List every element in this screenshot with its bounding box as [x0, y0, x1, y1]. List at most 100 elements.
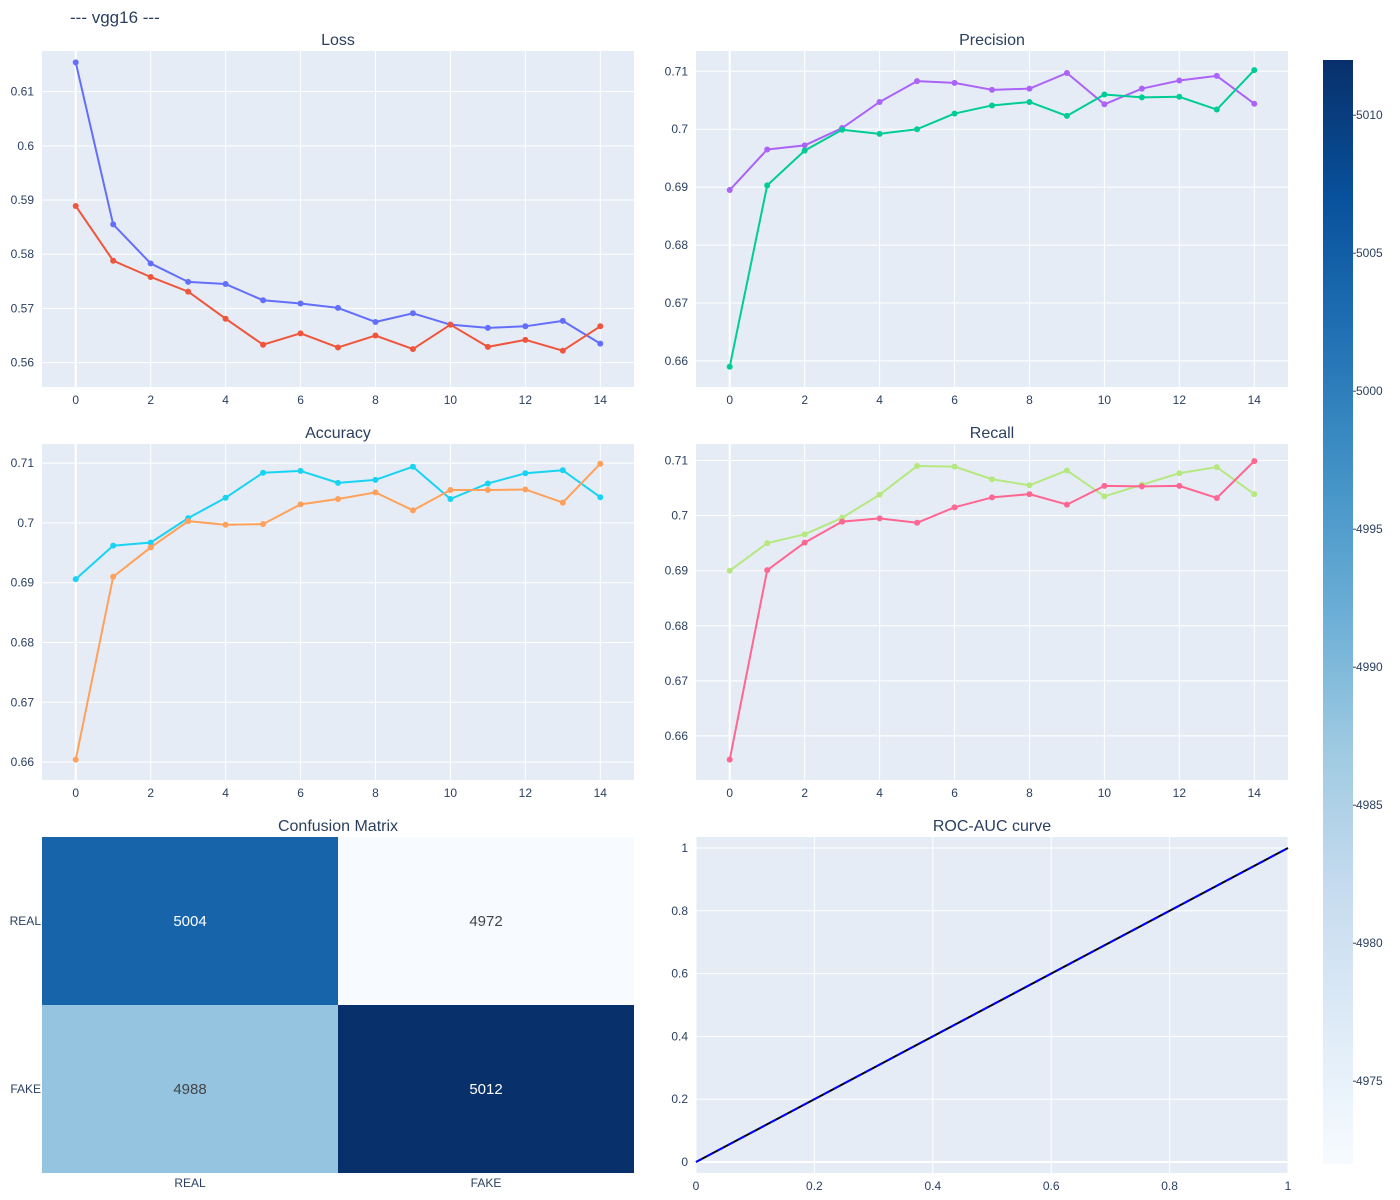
data-point — [1063, 70, 1070, 77]
data-point — [372, 332, 379, 339]
colorbar-bar — [1323, 60, 1353, 1164]
subplot-confusion: Confusion Matrix 5004 4972 4988 5012 REAL FAKE… — [10, 818, 634, 1190]
figure-title: --- vgg16 --- — [70, 8, 160, 27]
data-point — [1176, 93, 1183, 100]
data-point — [914, 78, 921, 85]
data-point — [1213, 72, 1220, 79]
data-point — [764, 567, 771, 574]
subplot-precision: Precision 0 2 4 6 8 10 12 14 0.66 0.67 0.68 0.69 0.7 0… — [665, 32, 1288, 407]
x-tick-label: 10 — [444, 786, 458, 800]
y-tick-label: 0.66 — [665, 729, 689, 743]
y-tick-label: 0.57 — [11, 301, 35, 315]
y-tick-label: 0.58 — [11, 247, 35, 261]
data-point — [1101, 91, 1108, 98]
data-point — [447, 321, 454, 328]
data-point — [1138, 483, 1145, 490]
data-point — [559, 347, 566, 354]
data-point — [147, 260, 154, 267]
x-tick-label: 2 — [147, 393, 154, 407]
data-point — [484, 343, 491, 350]
data-point — [1213, 106, 1220, 113]
data-point — [222, 494, 229, 501]
data-point — [72, 576, 79, 583]
data-point — [726, 363, 733, 370]
data-point — [1176, 482, 1183, 489]
data-point — [335, 479, 341, 486]
data-point — [522, 323, 529, 330]
data-point — [185, 278, 192, 285]
data-point — [839, 126, 846, 133]
data-point — [914, 519, 921, 526]
data-point — [801, 531, 808, 538]
data-point — [726, 567, 733, 574]
heatmap-cell — [42, 837, 338, 1005]
data-point — [1251, 67, 1258, 74]
data-point — [876, 491, 883, 498]
y-tick-label: 0.71 — [665, 454, 689, 468]
data-point — [764, 540, 771, 547]
y-tick-label: 0.56 — [11, 356, 35, 370]
data-point — [110, 542, 117, 549]
data-point — [597, 460, 604, 467]
cell-value-label: 5004 — [173, 913, 206, 930]
data-point — [951, 504, 958, 511]
data-point — [1101, 493, 1108, 500]
subplot-title: Confusion Matrix — [278, 818, 398, 835]
y-tick-label: 0 — [681, 1155, 688, 1169]
data-point — [801, 142, 808, 149]
colorbar-tick-label: 4990 — [1356, 660, 1383, 674]
data-point — [876, 515, 883, 522]
colorbar-tick-label: 5005 — [1356, 246, 1383, 260]
y-tick-label: 0.7 — [671, 122, 688, 136]
data-point — [409, 310, 416, 317]
y-tick-label: 0.67 — [665, 674, 689, 688]
x-tick-label: 0 — [72, 786, 79, 800]
colorbar-tick-label: 4975 — [1356, 1074, 1383, 1088]
data-point — [989, 102, 995, 109]
data-point — [764, 182, 771, 189]
x-tick-label: 6 — [297, 393, 304, 407]
y-tick-label: 0.66 — [11, 755, 35, 769]
data-point — [372, 318, 379, 325]
y-tick-label: 0.68 — [11, 635, 35, 649]
data-point — [1251, 458, 1258, 465]
subplot-loss: Loss 0 2 4 6 8 10 12 14 0.56 0.57 0.58 0.59 0.6 0.61 — [11, 32, 634, 407]
y-tick-label: 0.8 — [671, 904, 688, 918]
data-point — [1026, 85, 1033, 92]
x-tick-label: 0 — [72, 393, 79, 407]
plot-area — [696, 444, 1288, 780]
x-tick-label: 10 — [1098, 393, 1112, 407]
data-point — [951, 110, 958, 117]
data-point — [1251, 491, 1258, 498]
x-tick-label: 0.6 — [1043, 1179, 1060, 1193]
data-point — [1251, 100, 1258, 107]
heatmap-cell — [338, 1005, 634, 1173]
data-point — [876, 98, 883, 105]
data-point — [409, 507, 416, 514]
y-tick-label: 0.7 — [671, 509, 688, 523]
x-tick-label: 14 — [1248, 393, 1262, 407]
y-tick-label: FAKE — [10, 1082, 41, 1096]
data-point — [989, 86, 995, 93]
data-point — [951, 463, 958, 470]
data-point — [876, 130, 883, 137]
x-tick-label: 14 — [1248, 786, 1262, 800]
data-point — [597, 494, 604, 501]
heatmap-cell — [338, 837, 634, 1005]
data-point — [1213, 494, 1220, 501]
data-point — [914, 126, 921, 133]
x-tick-label: 1 — [1285, 1179, 1292, 1193]
subplot-accuracy: Accuracy 0 2 4 6 8 10 12 14 0.66 0.67 0.68 0.69 0.7 0.… — [11, 425, 634, 800]
y-tick-label: 0.6 — [671, 967, 688, 981]
data-point — [1101, 101, 1108, 108]
data-point — [801, 147, 808, 154]
subplot-title: Loss — [321, 32, 355, 49]
data-point — [409, 346, 416, 353]
data-point — [726, 187, 733, 194]
series-line-2 — [695, 847, 1289, 1163]
x-tick-label: 6 — [951, 393, 958, 407]
x-tick-label: 0.2 — [806, 1179, 823, 1193]
data-point — [147, 273, 154, 280]
data-point — [260, 297, 267, 304]
data-point — [335, 304, 341, 311]
